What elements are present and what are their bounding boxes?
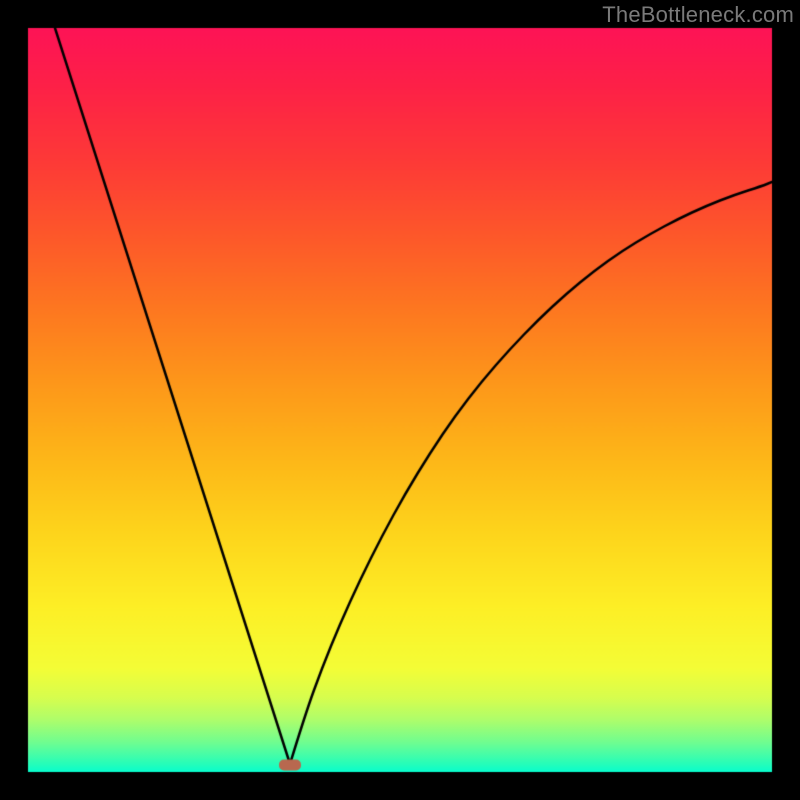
bottleneck-chart-canvas <box>0 0 800 800</box>
watermark-text: TheBottleneck.com <box>602 2 794 28</box>
chart-container: TheBottleneck.com <box>0 0 800 800</box>
